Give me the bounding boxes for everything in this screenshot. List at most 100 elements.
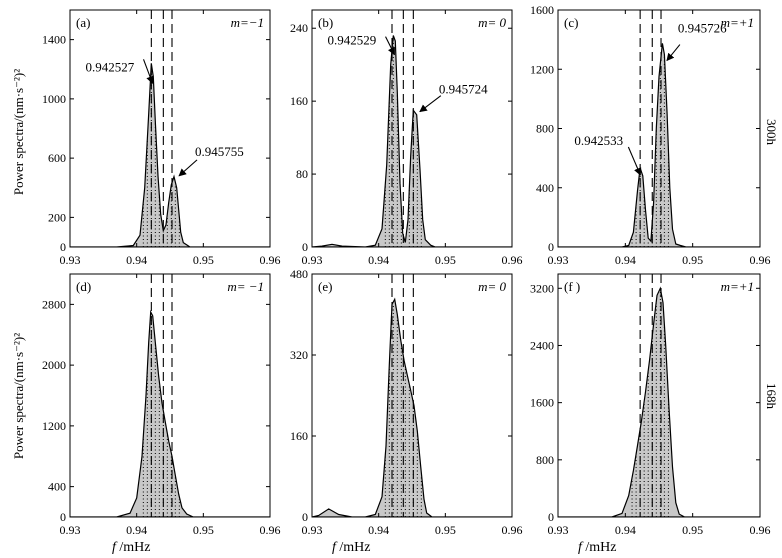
x-tick-label: 0.94 [615,253,636,267]
peak-annotation-label: 0.942533 [574,133,623,148]
panel-frame [557,273,761,518]
x-tick-label: 0.93 [302,253,323,267]
x-axis-label-unit: /mHz [336,540,371,555]
y-tick-label: 0 [548,510,554,524]
y-tick-label: 1000 [42,92,66,106]
peak-annotation-label: 0.945724 [439,82,488,97]
x-tick-label: 0.96 [502,253,523,267]
peak-annotation-label: 0.945726 [678,21,727,36]
x-axis-label-f: f [332,540,338,555]
peak-annotation-arrow [627,146,642,176]
y-tick-label: 0 [60,510,66,524]
y-axis-label-row1: Power spectra/(nm·s⁻²)² [11,69,26,195]
y-tick-label: 0 [60,240,66,254]
x-axis-label-f: f [112,540,118,555]
x-tick-label: 0.96 [502,523,523,537]
y-tick-label: 0 [302,510,308,524]
y-tick-label: 400 [536,181,554,195]
x-tick-label: 0.96 [260,523,281,537]
mode-label: m=+1 [721,15,754,30]
panel-letter: (b) [318,15,333,30]
y-tick-label: 1400 [42,33,66,47]
x-tick-label: 0.94 [126,523,147,537]
x-tick-label: 0.94 [615,523,636,537]
y-tick-label: 1600 [530,3,554,17]
x-tick-label: 0.94 [126,253,147,267]
x-tick-label: 0.96 [750,523,771,537]
peak-annotation-arrow [178,159,198,177]
y-tick-label: 0 [548,240,554,254]
mode-label: m= 0 [478,15,506,30]
y-tick-label: 200 [48,210,66,224]
x-tick-label: 0.93 [60,253,81,267]
spectrum-area [70,309,270,517]
y-tick-label: 800 [536,453,554,467]
x-tick-label: 0.93 [548,253,569,267]
x-axis-label-unit: /mHz [116,540,151,555]
y-tick-label: 2400 [530,338,554,352]
panel-d: 0.93 0.94 0.95 0.96 0 400 1200 2000 2800 (d) m= −1 [42,273,281,537]
y-tick-label: 0 [302,240,308,254]
mode-label: m=+1 [721,279,754,294]
y-tick-label: 80 [296,167,308,181]
x-axis-label-col3: f /mHz [578,540,617,555]
x-tick-label: 0.95 [682,253,703,267]
y-tick-label: 1200 [42,419,66,433]
y-tick-label: 800 [536,122,554,136]
y-axis-label-row2: Power spectra/(nm·s⁻²)² [11,333,26,459]
mode-label: m= −1 [227,279,264,294]
panel-letter: (e) [318,279,332,294]
row-label-168h: 168h [764,383,779,410]
x-tick-label: 0.95 [435,253,456,267]
x-axis-label-col1: f /mHz [112,540,151,555]
panel-frame [69,9,271,248]
spectrum-area [70,63,270,247]
panel-f: 0.93 0.94 0.95 0.96 0 800 1600 2400 3200 (f ) m=+1 [530,273,771,537]
panel-e: 0.93 0.94 0.95 0.96 0 160 320 480 (e) m= 0 [290,267,523,537]
peak-annotation-arrow [666,44,681,62]
x-tick-label: 0.94 [368,523,389,537]
panel-letter: (f ) [564,279,580,294]
y-tick-label: 1200 [530,62,554,76]
y-tick-label: 160 [290,429,308,443]
peak-annotation-label: 0.945755 [195,144,244,159]
panel-letter: (d) [76,279,91,294]
x-tick-label: 0.93 [302,523,323,537]
x-tick-label: 0.96 [260,253,281,267]
mode-label: m=−1 [231,15,264,30]
x-tick-label: 0.96 [750,253,771,267]
y-tick-label: 3200 [530,281,554,295]
x-tick-label: 0.95 [193,523,214,537]
panels-group: 0.93 0.94 0.95 0.96 0 200 600 1000 1400 (a) m=−1 0.… [42,3,771,537]
y-tick-label: 240 [290,21,308,35]
y-tick-label: 2000 [42,358,66,372]
x-tick-label: 0.93 [548,523,569,537]
x-axis-label-unit: /mHz [582,540,617,555]
mode-label: m= 0 [478,279,506,294]
panel-frame [311,9,513,248]
peak-annotation-arrow [419,95,442,113]
row-label-300h: 300h [764,119,779,146]
y-tick-label: 1600 [530,396,554,410]
y-tick-label: 400 [48,480,66,494]
y-tick-label: 320 [290,348,308,362]
y-tick-label: 600 [48,151,66,165]
x-axis-label-f: f [578,540,584,555]
peak-annotation-arrow [385,36,396,56]
spectrum-area [312,35,512,247]
x-tick-label: 0.95 [193,253,214,267]
spectrum-area [558,43,760,247]
peak-annotation-arrow [142,59,154,85]
peak-annotation-label: 0.942527 [86,59,135,74]
panel-b: 0.93 0.94 0.95 0.96 0 80 160 240 (b) m= 0 0.942529… [290,9,523,267]
panel-frame [69,273,271,518]
fill-dots [384,303,422,517]
spectrum-area [558,286,760,517]
x-axis-label-col2: f /mHz [332,540,371,555]
x-tick-label: 0.95 [435,523,456,537]
y-tick-label: 480 [290,267,308,281]
panel-letter: (a) [76,15,90,30]
y-tick-label: 2800 [42,297,66,311]
